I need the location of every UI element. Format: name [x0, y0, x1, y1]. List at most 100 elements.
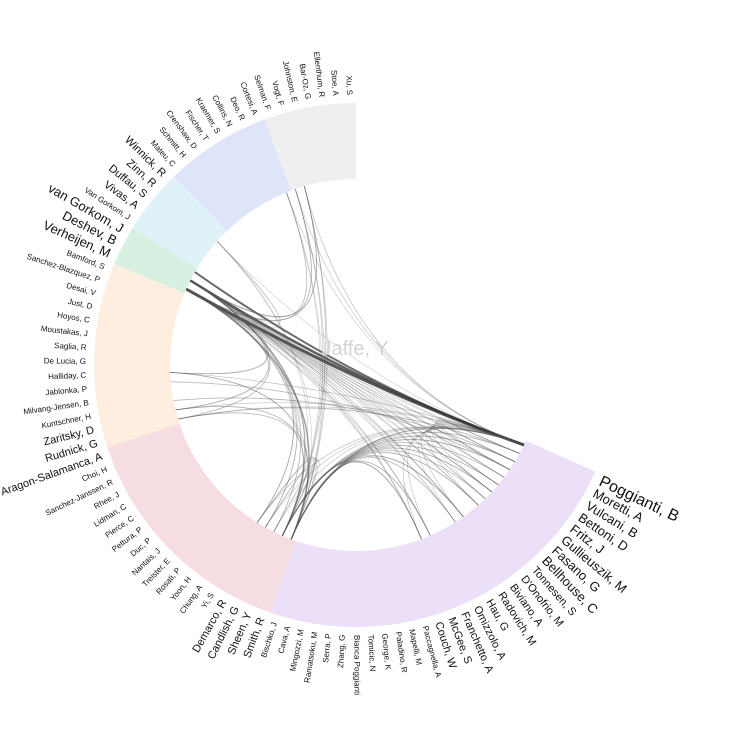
- chord-sheen-y-vulcani-b: [282, 435, 516, 536]
- chord-verheijen-m-zinn-r: [186, 241, 280, 328]
- chord-sheen-y-gullieuszik-m: [282, 444, 499, 536]
- chord-poggianti-b-fritz-j: [434, 421, 525, 478]
- author-label-halliday-c: Halliday, C: [48, 371, 87, 381]
- sector-band-2: [132, 176, 227, 269]
- chord-deshev-b-radovich-m: [190, 280, 456, 523]
- chord-sheen-y-mcgee-s: [282, 461, 422, 540]
- chord-sheen-y-radovich-m: [282, 456, 456, 536]
- chord-poggianti-b-biviano-a: [421, 425, 525, 518]
- chord-verheijen-m-bettoni-d: [186, 288, 510, 470]
- chord-poggianti-b-rudnick-g: [177, 406, 525, 446]
- author-label-de-lucia-g: De Lucia, G: [44, 356, 86, 365]
- chord-layer: [170, 186, 525, 540]
- chord-deshev-b-fritz-j: [190, 280, 505, 478]
- chord-poggianti-b-deshev-b: [189, 279, 525, 447]
- chord-verheijen-m-fasano-g: [186, 288, 493, 493]
- author-label-mapelli-m: Mapelli, M: [407, 628, 423, 666]
- chord-deshev-b-vogt-f: [190, 186, 317, 317]
- sector-band-4: [93, 264, 185, 448]
- chord-smith-r-cortesi-a: [286, 192, 323, 540]
- chord-sheen-y-franchetto-a: [282, 460, 431, 536]
- author-label-paladino-r: Paladino, R: [394, 631, 409, 673]
- author-label-vogt-f: Vogt, F: [270, 80, 286, 107]
- chord-sheen-y-bellhouse-c: [282, 449, 486, 536]
- chord-smith-r-fritz-j: [290, 442, 505, 540]
- chord-smith-r-biviano-a: [290, 455, 464, 540]
- author-label-zhang-g: Zhang, G: [336, 634, 347, 668]
- chord-verheijen-m-tonnesen-s: [186, 288, 479, 506]
- chord-sheen-y-fritz-j: [282, 441, 505, 536]
- chord-sheen-y-candlish-g: [273, 459, 318, 536]
- chord-smith-r-yi-s: [256, 457, 318, 540]
- chord-deshev-b-biviano-a: [190, 280, 464, 518]
- sector-band-6: [271, 440, 596, 627]
- chord-poggianti-b-fasano-g: [430, 423, 525, 493]
- chord-poggianti-b-halliday-c: [170, 371, 525, 446]
- chord-smith-r-zinn-r: [216, 241, 313, 540]
- chord-sheen-y-bettoni-d: [282, 439, 510, 536]
- chord-smith-r-demarco-r: [265, 458, 319, 540]
- chord-verheijen-m-halliday-c: [170, 288, 268, 375]
- chord-poggianti-b-yi-s: [256, 426, 525, 523]
- chord-poggianti-b-tonnesen-s: [426, 424, 525, 506]
- chord-deshev-b-mcgee-s: [190, 280, 422, 540]
- author-label-bianca-poggianti: Bianca Poggianti: [352, 635, 361, 695]
- chord-bettoni-d-jablonka-p: [170, 381, 510, 471]
- chord-smith-r-vogt-f: [290, 186, 328, 540]
- chord-sheen-y-yi-s: [256, 456, 315, 536]
- chord-verheijen-m-vulcani-b: [186, 288, 516, 463]
- chord-smith-r-moretti-a: [290, 432, 520, 540]
- chord-sheen-y-selman-f: [282, 189, 324, 536]
- chord-verheijen-m-bellhouse-c: [186, 288, 486, 499]
- chord-poggianti-b-candlish-g: [273, 427, 525, 532]
- author-label-serra-p: Serra, P: [321, 633, 333, 663]
- author-label-bar-oz-g: Bar-Oz, G: [298, 63, 313, 100]
- chord-poggianti-b-selman-f: [295, 189, 525, 446]
- chord-smith-r-selman-f: [290, 189, 325, 540]
- chord-deshev-b-tonnesen-s: [190, 280, 479, 506]
- chord-deshev-b-franchetto-a: [190, 280, 431, 536]
- chord-poggianti-b-bettoni-d: [436, 419, 525, 470]
- chord-smith-r-candlish-g: [273, 459, 321, 540]
- chord-poggianti-b-cortesi-a: [286, 192, 525, 446]
- chord-poggianti-b-radovich-m: [418, 426, 525, 523]
- author-label-cava-a: Cava, A: [276, 624, 292, 654]
- chord-sheen-y-vogt-f: [282, 186, 326, 536]
- chord-deshev-b-selman-f: [190, 189, 312, 318]
- sector-band-0: [264, 103, 356, 191]
- chord-verheijen-m-biviano-a: [186, 288, 464, 518]
- chord-deshev-b-bellhouse-c: [190, 280, 486, 499]
- chord-poggianti-b-zinn-r: [216, 241, 525, 446]
- chord-smith-r-gullieuszik-m: [290, 445, 499, 540]
- chord-verheijen-m-fritz-j: [186, 288, 505, 478]
- chord-smith-r-radovich-m: [290, 457, 456, 540]
- chord-smith-r-fasano-g: [290, 447, 493, 540]
- sector-layer: [93, 103, 596, 627]
- chord-poggianti-b-vogt-f: [304, 186, 525, 446]
- author-label-hoyos-c: Hoyos, C: [57, 310, 91, 324]
- chord-deshev-b-halliday-c: [170, 280, 269, 375]
- chord-poggianti-b-van-gorkom-j: [194, 271, 525, 446]
- chord-poggianti-b-mcgee-s: [402, 427, 525, 540]
- author-label-stoe-a: Stoe, A: [329, 70, 340, 97]
- chord-verheijen-m-cortesi-a: [186, 192, 307, 322]
- author-label-saglia-r: Saglia, R: [54, 341, 87, 352]
- author-label-moustakas-j: Moustakas, J: [40, 324, 88, 338]
- sector-band-1: [174, 119, 291, 232]
- chord-deshev-b-zinn-r: [190, 241, 281, 325]
- chord-smith-r-mcgee-s: [290, 462, 422, 540]
- sector-band-5: [107, 423, 296, 613]
- chord-smith-r-franchetto-a: [290, 461, 431, 540]
- chord-vulcani-b-kuntschner-h: [173, 397, 516, 463]
- chord-deshev-b-cortesi-a: [190, 192, 308, 318]
- chord-smith-r-vulcani-b: [290, 435, 516, 540]
- chord-poggianti-b-vulcani-b: [437, 418, 525, 463]
- chord-poggianti-b-moretti-a: [438, 416, 525, 454]
- chord-sheen-y-moretti-a: [282, 431, 520, 536]
- chord-deshev-b-moretti-a: [190, 280, 520, 454]
- sector-band-3: [114, 228, 198, 294]
- chord-poggianti-b-demarco-r: [265, 426, 525, 528]
- author-label-just-d: Just, D: [67, 297, 93, 311]
- chord-deshev-b-vulcani-b: [190, 280, 516, 463]
- chord-verheijen-m-moretti-a: [186, 288, 520, 454]
